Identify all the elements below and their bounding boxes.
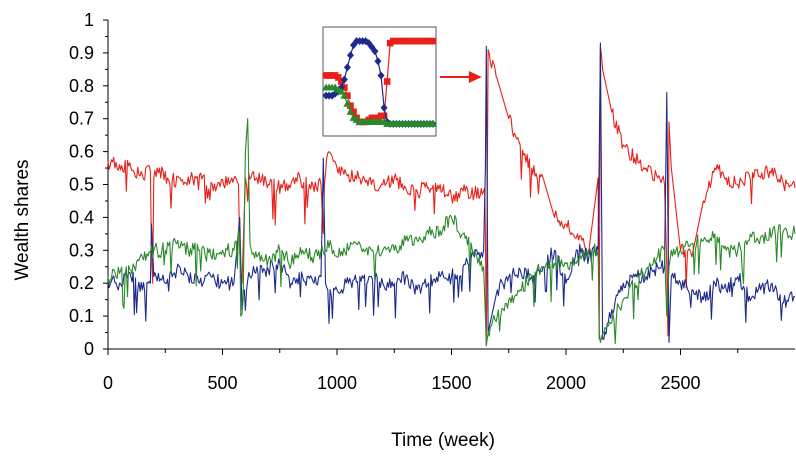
y-tick-label: 0.2 <box>69 273 94 293</box>
inset-marker-square <box>337 78 345 85</box>
y-tick-label: 0.8 <box>69 76 94 96</box>
series-line-3 <box>107 118 796 347</box>
inset-marker-square <box>334 74 342 81</box>
inset-marker-diamond <box>380 103 388 112</box>
inset-marker-triangle <box>429 119 437 127</box>
y-tick-label: 0.7 <box>69 109 94 129</box>
y-tick-label: 1 <box>84 10 94 30</box>
y-tick-label: 0.6 <box>69 142 94 162</box>
y-tick-label: 0 <box>84 339 94 359</box>
inset-marker-square <box>380 112 388 120</box>
inset-marker-triangle <box>346 107 355 115</box>
inset-chart <box>322 26 482 137</box>
x-tick-label: 1000 <box>317 373 357 393</box>
inset-marker-diamond <box>374 57 382 66</box>
inset-marker-diamond <box>340 75 348 84</box>
y-tick-label: 0.5 <box>69 175 94 195</box>
series-group <box>107 42 796 347</box>
inset-arrow-head <box>468 71 482 83</box>
x-axis-label: Time (week) <box>391 430 495 451</box>
inset-marker-square <box>429 37 437 45</box>
y-tick-label: 0.4 <box>69 207 94 227</box>
x-tick-label: 1500 <box>431 373 471 393</box>
series-line-2 <box>107 42 796 343</box>
x-tick-label: 2000 <box>546 373 586 393</box>
y-axis-label: Wealth shares <box>12 159 33 280</box>
inset-marker-square <box>344 92 351 99</box>
inset-marker-diamond <box>346 51 354 60</box>
x-tick-label: 500 <box>207 373 237 393</box>
x-tick-label: 2500 <box>660 373 700 393</box>
inset-marker-diamond <box>343 63 351 72</box>
inset-marker-diamond <box>371 47 379 56</box>
y-tick-label: 0.1 <box>69 306 94 326</box>
inset-marker-square <box>350 108 357 116</box>
x-tick-label: 0 <box>103 373 113 393</box>
y-ticks: 0 0.1 0.2 0.3 0.4 0.5 0.6 0.7 0.8 0.9 1 <box>69 10 108 359</box>
series-line-1 <box>107 45 796 347</box>
y-tick-label: 0.3 <box>69 240 94 260</box>
inset-marker-diamond <box>377 71 385 80</box>
inset-marker-triangle <box>343 99 352 107</box>
inset-marker-square <box>383 78 391 85</box>
inset-marker-triangle <box>337 87 346 95</box>
y-tick-label: 0.9 <box>69 43 94 63</box>
axes: 0 0.1 0.2 0.3 0.4 0.5 0.6 0.7 0.8 0.9 1 0 500 1000 15… <box>69 10 795 393</box>
x-ticks: 0 500 1000 1500 2000 2500 <box>103 349 739 393</box>
inset-marker-triangle <box>340 91 349 99</box>
